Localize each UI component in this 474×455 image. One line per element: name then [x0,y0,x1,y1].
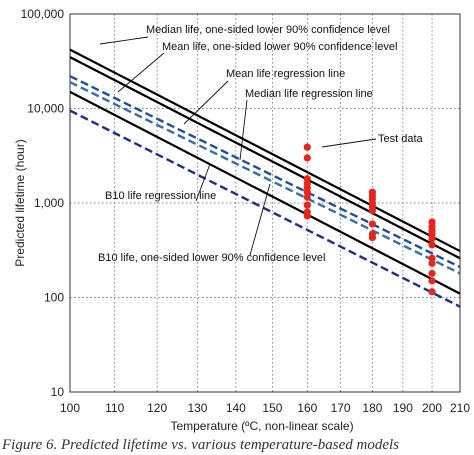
y-axis-label: Predicted lifetime (hour) [13,139,27,266]
test-data-point [368,207,377,215]
x-tick-label: 130 [187,401,207,415]
y-tick-label: 10,000 [27,102,64,116]
annotation-leader-line [239,99,248,161]
series-lines [70,48,460,308]
annotation-median-regression: Median life regression line [245,88,373,100]
test-data-point [428,254,436,262]
x-tick-label: 140 [226,401,246,415]
test-data-point [428,235,436,243]
figure-caption: Figure 6. Predicted lifetime vs. various… [2,437,399,453]
y-tick-label: 100 [44,291,64,305]
series-line-4 [70,90,460,295]
test-data-point [428,288,436,296]
series-line-0 [70,48,460,253]
test-data-points [303,143,436,296]
annotation-mean-ci: Mean life, one-sided lower 90% confidenc… [162,41,397,53]
series-line-3 [70,81,460,275]
plot-frame [69,13,461,393]
test-data-point [368,220,377,228]
test-data-point [303,188,311,196]
test-data-point [303,212,311,220]
x-tick-label: 210 [450,401,470,415]
annotation-leader-line [249,183,271,256]
annotation-leader-line [321,138,377,148]
annotation-leader-line [195,163,211,202]
series-line-5 [70,109,460,308]
annotation-mean-regression: Mean life regression line [226,68,345,80]
test-data-point [303,143,311,151]
test-data-point [428,241,436,249]
x-tick-label: 100 [60,401,80,415]
x-tick-label: 190 [393,401,413,415]
test-data-point [303,193,311,201]
annotation-leader-line [99,36,149,45]
annotation-leaders [99,36,377,256]
x-tick-label: 110 [105,401,124,415]
test-data-point [303,154,311,162]
annotation-test-data: Test data [378,133,424,145]
x-axis-label: Temperature (ºC, non-linear scale) [170,419,353,433]
test-data-point [428,269,436,277]
annotation-b10-ci: B10 life, one-sided lower 90% confidence… [98,252,325,264]
test-data-point [428,277,436,285]
x-tick-label: 200 [422,401,442,415]
test-data-point [368,234,377,242]
series-line-1 [70,56,460,260]
x-tick-label: 120 [147,401,167,415]
x-tick-label: 180 [362,401,382,415]
annotation-b10-regression: B10 life regression line [105,190,216,202]
series-line-2 [70,75,460,269]
annotation-median-ci: Median life, one-sided lower 90% confide… [146,24,390,36]
x-tick-label: 170 [331,401,351,415]
annotation-leader-line [117,52,165,93]
test-data-point [428,259,436,267]
annotation-leader-line [183,80,229,125]
y-tick-label: 1,000 [34,196,64,210]
x-tick-label: 150 [262,401,282,415]
y-tick-label: 10 [51,385,65,399]
y-axis-ticks: 10 100 1,000 10,000 100,000 [21,7,65,399]
y-tick-label: 100,000 [21,7,65,21]
x-tick-label: 160 [297,401,317,415]
x-axis-ticks: 100 110 120 130 140 150 160 170 180 190 200 210 [60,401,470,415]
test-data-point [303,201,311,209]
